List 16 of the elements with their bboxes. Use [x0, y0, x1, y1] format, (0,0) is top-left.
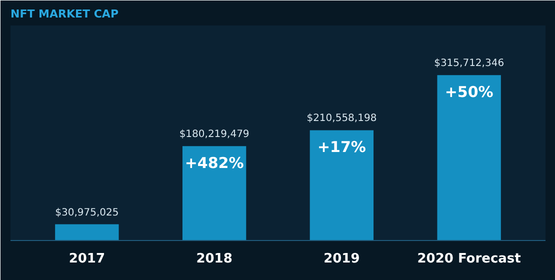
data-label: $30,975,025 [55, 207, 119, 218]
data-label: $210,558,198 [306, 113, 377, 124]
data-label: $315,712,346 [434, 58, 504, 70]
annotation: +482% [184, 154, 244, 172]
data-label: $180,219,479 [179, 129, 250, 140]
chart-title: NFT MARKET CAP [10, 8, 119, 20]
annotation: +50% [444, 83, 494, 102]
bar [437, 75, 501, 240]
bar [182, 146, 246, 240]
x-tick-label: 2018 [196, 252, 232, 266]
x-tick-label: 2017 [68, 252, 106, 266]
bar [55, 224, 119, 240]
bar [310, 130, 374, 240]
x-tick-label: 2020 Forecast [417, 252, 521, 266]
annotation: +17% [317, 138, 366, 156]
x-tick-label: 2019 [324, 252, 360, 266]
